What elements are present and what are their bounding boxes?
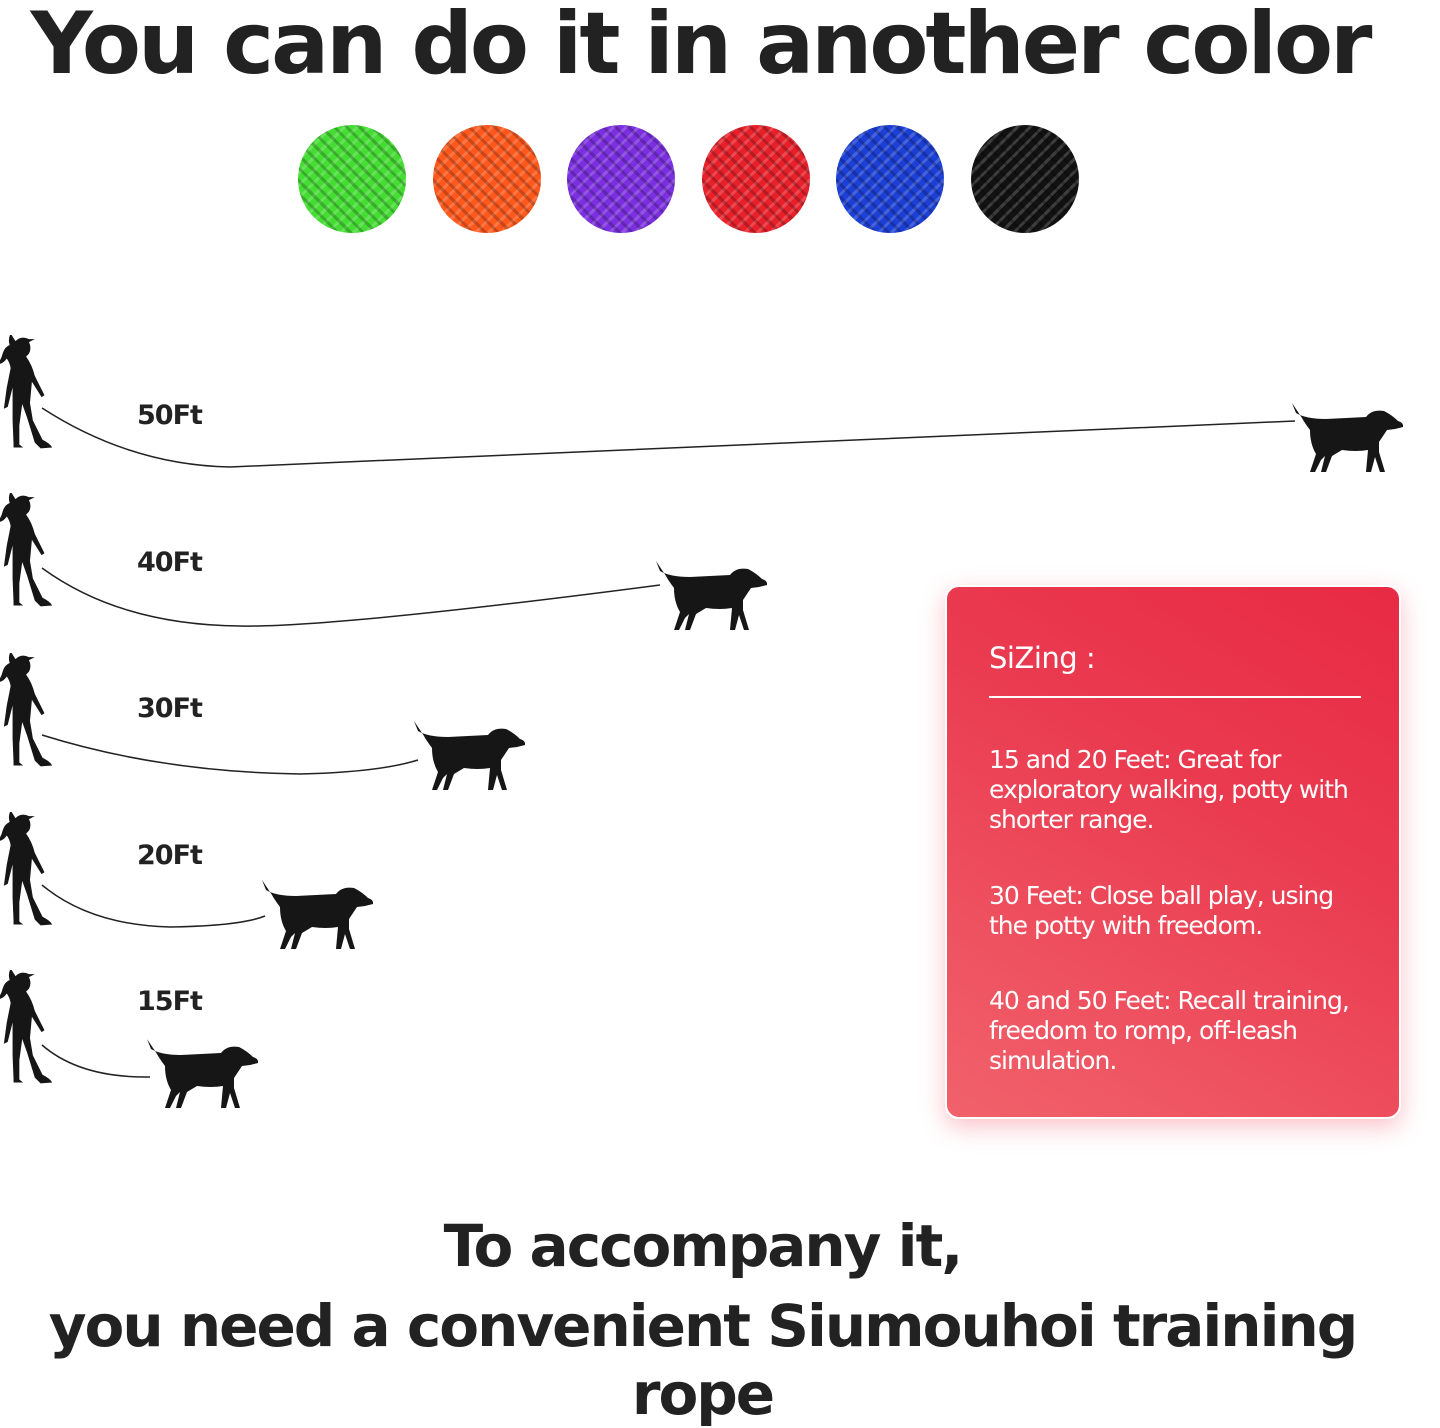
- color-swatch-blue[interactable]: [836, 125, 944, 233]
- leash-line: [41, 884, 266, 928]
- page-title: You can do it in another color: [30, 0, 1373, 94]
- sizing-item-15-20ft: 15 and 20 Feet: Great for exploratory wa…: [989, 745, 1349, 834]
- row-50ft: [0, 335, 1403, 472]
- walker-icon: [0, 812, 53, 926]
- sizing-title: SiZing :: [989, 641, 1096, 675]
- dog-icon: [656, 561, 767, 630]
- leash-length-illustration: [0, 335, 1403, 1108]
- sizing-item-30ft: 30 Feet: Close ball play, using the pott…: [989, 881, 1334, 940]
- footer-line-1: To accompany it,: [443, 1212, 964, 1280]
- row-40ft: [0, 493, 767, 630]
- dog-icon: [262, 880, 373, 949]
- walker-icon: [0, 335, 53, 449]
- dog-icon: [414, 721, 525, 790]
- length-label-40ft: 40Ft: [137, 547, 203, 578]
- divider: [989, 696, 1361, 698]
- dog-icon: [1292, 403, 1403, 472]
- color-swatch-purple[interactable]: [567, 125, 675, 233]
- footer-line-2: you need a convenient Siumouhoi training…: [48, 1292, 1359, 1428]
- color-swatch-black[interactable]: [971, 125, 1079, 233]
- sizing-card: SiZing : 15 and 20 Feet: Great for explo…: [945, 585, 1401, 1119]
- row-30ft: [0, 653, 525, 790]
- color-swatch-red[interactable]: [702, 125, 810, 233]
- sizing-item-40-50ft: 40 and 50 Feet: Recall training, freedom…: [989, 986, 1350, 1075]
- length-label-15ft: 15Ft: [137, 986, 203, 1017]
- walker-icon: [0, 653, 53, 767]
- leash-line: [41, 1044, 151, 1078]
- leash-line: [41, 567, 661, 627]
- color-swatch-green[interactable]: [298, 125, 406, 233]
- row-15ft: [0, 970, 258, 1108]
- leash-line: [41, 734, 419, 775]
- leash-line: [41, 407, 1296, 468]
- length-label-50ft: 50Ft: [137, 400, 203, 431]
- length-label-30ft: 30Ft: [137, 693, 203, 724]
- walker-icon: [0, 493, 53, 607]
- color-swatch-orange[interactable]: [433, 125, 541, 233]
- row-20ft: [0, 812, 373, 949]
- length-label-20ft: 20Ft: [137, 840, 203, 871]
- walker-icon: [0, 970, 53, 1084]
- dog-icon: [147, 1039, 258, 1108]
